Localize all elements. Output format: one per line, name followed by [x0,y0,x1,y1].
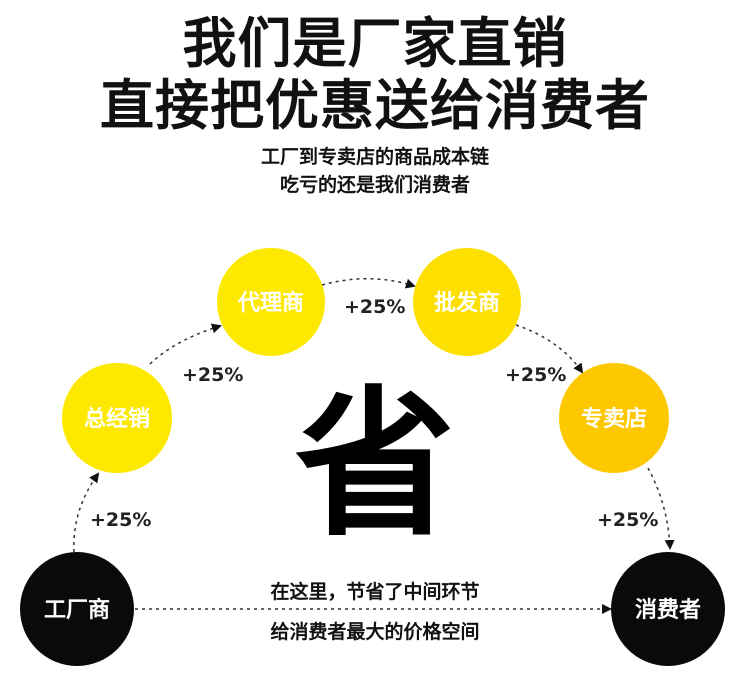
connector-wholesaler-to-store [515,324,584,374]
node-consumer: 消费者 [611,552,725,666]
node-store: 专卖店 [559,363,669,473]
node-agent: 代理商 [217,248,325,356]
markup-wholesaler-to-store: +25% [505,364,566,386]
subheadline-line-2: 吃亏的还是我们消费者 [279,174,470,196]
headline-line-1: 我们是厂家直销 [182,12,568,75]
node-general-distributor: 总经销 [62,363,172,473]
node-wholesaler: 批发商 [413,248,521,356]
markup-agent-to-wholesaler: +25% [344,296,405,318]
connector-store-to-consumer [647,467,675,550]
savings-note-line-1: 在这里，节省了中间环节 [270,581,480,603]
node-consumer-label: 消费者 [635,598,701,623]
node-factory: 工厂商 [20,552,134,666]
connector-general-to-agent [149,323,222,365]
connector-agent-to-wholesaler [321,278,416,289]
markup-general-to-agent: +25% [182,364,243,386]
node-wholesaler-label: 批发商 [434,290,500,316]
markup-factory-to-general: +25% [90,509,151,531]
save-character: 省 [294,371,455,558]
node-general-distributor-label: 总经销 [84,406,150,432]
node-store-label: 专卖店 [581,406,647,432]
connector-factory-to-general [73,472,100,553]
node-factory-label: 工厂商 [44,597,110,623]
headline-line-2: 直接把优惠送给消费者 [100,74,650,137]
markup-store-to-consumer: +25% [597,509,658,531]
savings-note-line-2: 给消费者最大的价格空间 [270,621,480,643]
node-agent-label: 代理商 [237,290,304,316]
subheadline-line-1: 工厂到专卖店的商品成本链 [260,146,489,168]
